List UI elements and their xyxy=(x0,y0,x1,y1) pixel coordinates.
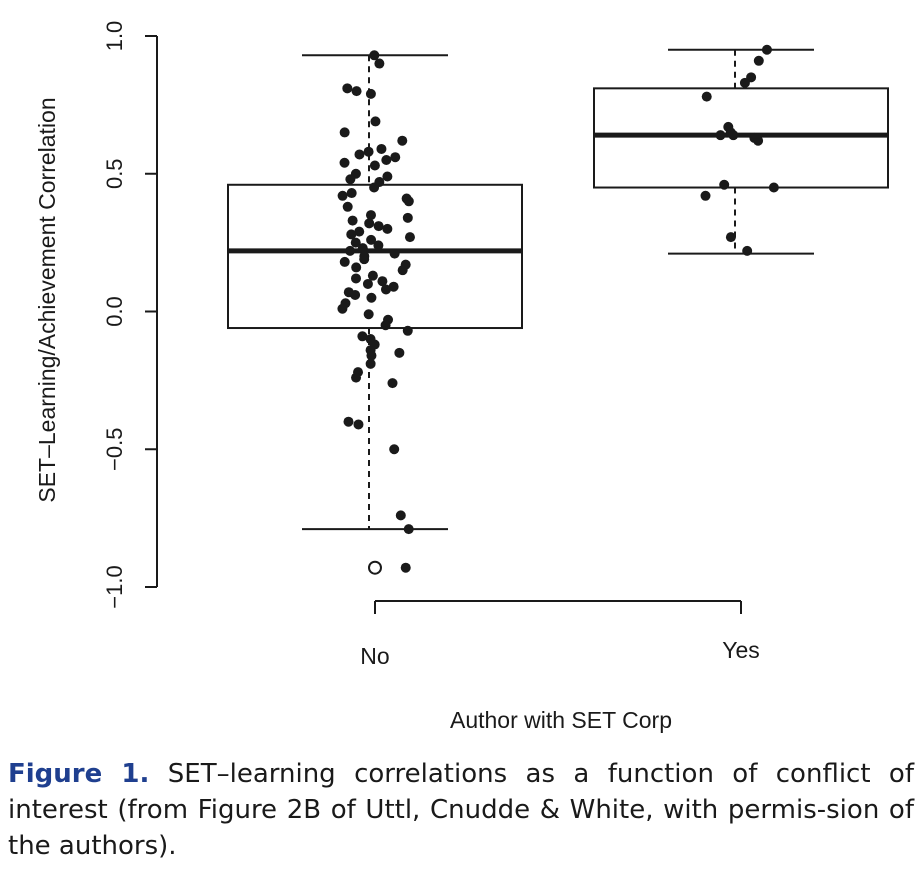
data-point xyxy=(381,284,392,295)
data-point xyxy=(350,237,361,248)
data-points xyxy=(337,44,779,573)
data-point xyxy=(387,378,398,389)
data-point xyxy=(351,372,362,383)
data-point xyxy=(351,86,362,97)
data-point xyxy=(389,444,400,455)
data-point xyxy=(394,347,405,358)
data-point xyxy=(700,190,711,201)
data-point xyxy=(753,55,764,66)
data-point xyxy=(725,232,736,243)
y-tick-label: −1.0 xyxy=(102,565,127,608)
box-groups xyxy=(227,48,889,575)
box-no xyxy=(227,54,523,575)
data-point xyxy=(339,157,350,168)
data-point xyxy=(376,143,387,154)
data-point xyxy=(719,179,730,190)
y-tick-label: −0.5 xyxy=(102,428,127,471)
data-point xyxy=(742,245,753,256)
data-point xyxy=(357,331,368,342)
data-point xyxy=(363,146,374,157)
data-point xyxy=(369,160,380,171)
data-point xyxy=(380,320,391,331)
data-point xyxy=(365,88,376,99)
data-point xyxy=(389,248,400,259)
data-point xyxy=(403,196,414,207)
data-point xyxy=(365,358,376,369)
data-point xyxy=(345,174,356,185)
outlier-point xyxy=(368,560,382,575)
data-point xyxy=(404,232,415,243)
data-point xyxy=(362,278,373,289)
figure-caption: Figure 1. SET–learning correlations as a… xyxy=(8,756,914,864)
x-tick-label: Yes xyxy=(722,637,760,663)
data-point xyxy=(761,44,772,55)
data-point xyxy=(390,152,401,163)
data-point xyxy=(366,292,377,303)
data-point xyxy=(350,289,361,300)
data-point xyxy=(374,58,385,69)
data-point xyxy=(370,116,381,127)
data-point xyxy=(350,273,361,284)
x-tick-label: No xyxy=(360,643,389,669)
caption-label: Figure 1. xyxy=(8,759,150,789)
data-point xyxy=(753,135,764,146)
data-point xyxy=(363,309,374,320)
data-point xyxy=(728,130,739,141)
data-point xyxy=(715,130,726,141)
data-point xyxy=(337,190,348,201)
y-tick-label: 1.0 xyxy=(102,21,127,52)
data-point xyxy=(382,171,393,182)
data-point xyxy=(345,245,356,256)
data-point xyxy=(373,240,384,251)
y-tick-label: 0.5 xyxy=(102,158,127,189)
data-point xyxy=(339,127,350,138)
data-point xyxy=(357,243,368,254)
data-point xyxy=(373,221,384,232)
data-point xyxy=(353,419,364,430)
y-axis-label: SET–Learning/Achievement Correlation xyxy=(34,97,60,502)
data-point xyxy=(402,212,413,223)
data-point xyxy=(346,229,357,240)
y-axis: −1.0 −0.5 0.0 0.5 1.0 xyxy=(102,21,158,609)
data-point xyxy=(377,276,388,287)
data-point xyxy=(351,262,362,273)
data-point xyxy=(701,91,712,102)
data-point xyxy=(342,201,353,212)
data-point xyxy=(768,182,779,193)
data-point xyxy=(339,256,350,267)
iqr-box xyxy=(227,183,523,330)
data-point xyxy=(365,210,376,221)
box-yes xyxy=(593,48,889,255)
data-point xyxy=(388,281,399,292)
data-point xyxy=(369,182,380,193)
x-axis: No Yes xyxy=(360,600,760,669)
box-plot: −1.0 −0.5 0.0 0.5 1.0 No Yes SET–Learning/Ach… xyxy=(34,21,889,733)
data-point xyxy=(403,524,414,535)
data-point xyxy=(342,83,353,94)
iqr-box xyxy=(593,87,889,189)
data-point xyxy=(337,303,348,314)
data-point xyxy=(354,149,365,160)
data-point xyxy=(367,270,378,281)
x-axis-label: Author with SET Corp xyxy=(450,707,672,733)
data-point xyxy=(366,350,377,361)
data-point xyxy=(397,135,408,146)
y-tick-label: 0.0 xyxy=(102,296,127,327)
data-point xyxy=(343,416,354,427)
data-point xyxy=(382,223,393,234)
data-point xyxy=(395,510,406,521)
data-point xyxy=(397,265,408,276)
data-point xyxy=(739,77,750,88)
data-point xyxy=(366,234,377,245)
data-point xyxy=(359,254,370,265)
data-point xyxy=(402,325,413,336)
data-point xyxy=(354,226,365,237)
data-point xyxy=(346,188,357,199)
data-point xyxy=(347,215,358,226)
data-point xyxy=(369,50,380,61)
data-point xyxy=(400,562,411,573)
data-point xyxy=(381,154,392,165)
caption-text: SET–learning correlations as a function … xyxy=(8,759,914,861)
data-point xyxy=(364,218,375,229)
